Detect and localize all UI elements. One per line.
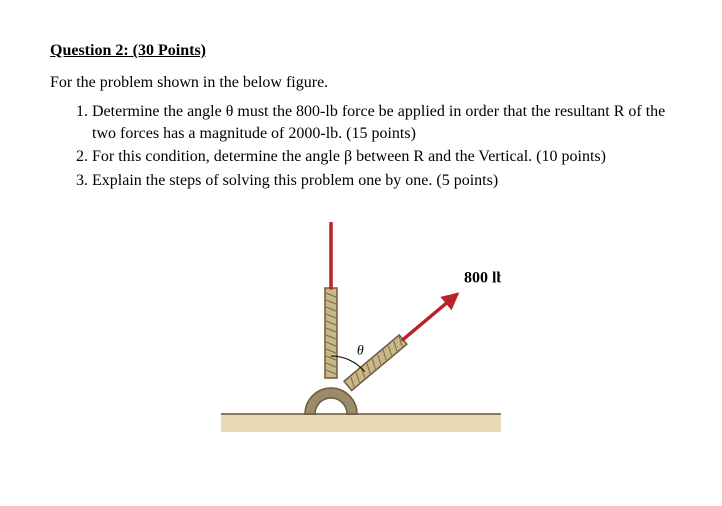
svg-text:θ: θ	[357, 343, 364, 358]
part-1: Determine the angle θ must the 800-lb fo…	[92, 101, 672, 144]
question-parts-list: Determine the angle θ must the 800-lb fo…	[50, 101, 672, 191]
part-3: Explain the steps of solving this proble…	[92, 170, 672, 192]
figure-container: θ1400 lb800 lb	[50, 222, 672, 439]
svg-text:800 lb: 800 lb	[464, 269, 501, 286]
part-2: For this condition, determine the angle …	[92, 146, 672, 168]
intro-text: For the problem shown in the below figur…	[50, 72, 672, 94]
problem-figure: θ1400 lb800 lb	[221, 222, 501, 432]
question-title: Question 2: (30 Points)	[50, 40, 672, 62]
